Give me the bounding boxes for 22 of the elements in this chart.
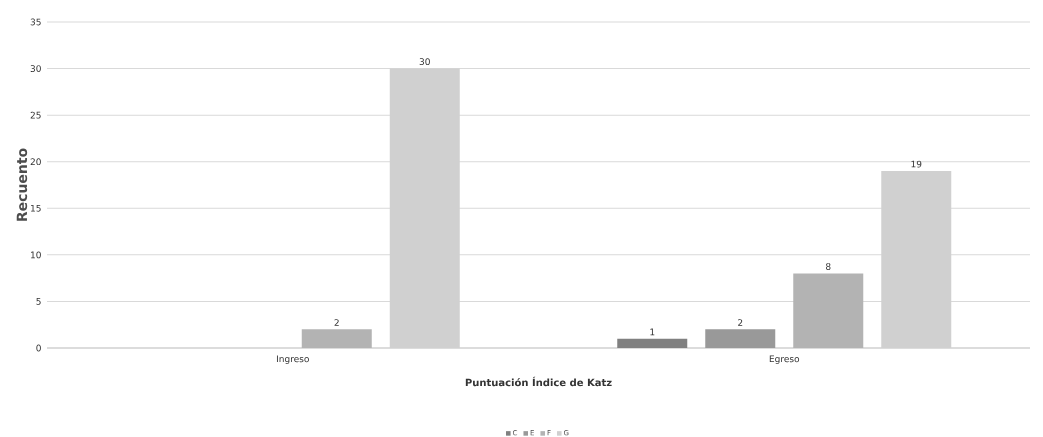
y-tick-label: 30	[30, 65, 41, 72]
data-label: 2	[738, 319, 743, 326]
data-label: 8	[826, 263, 831, 270]
y-tick-label: 15	[31, 204, 41, 212]
y-tick-label: 5	[36, 298, 41, 305]
y-axis-title: Recuento	[16, 148, 28, 221]
bar	[301, 329, 372, 348]
data-label: 2	[334, 319, 339, 326]
bar	[793, 273, 864, 348]
data-label: 30	[419, 58, 430, 66]
data-label: 19	[911, 160, 922, 168]
y-tick-label: 0	[36, 344, 41, 352]
bar	[617, 338, 688, 348]
data-label: 1	[650, 328, 655, 336]
bar	[705, 329, 776, 348]
x-tick-label: Egreso	[769, 355, 800, 364]
x-tick-label: Ingreso	[276, 355, 309, 364]
x-axis-title: Puntuación Índice de Katz	[465, 376, 612, 387]
y-tick-label: 35	[30, 18, 41, 26]
y-tick-label: 20	[30, 158, 41, 166]
y-tick-label: 10	[31, 251, 41, 259]
y-tick-label: 25	[30, 111, 41, 119]
